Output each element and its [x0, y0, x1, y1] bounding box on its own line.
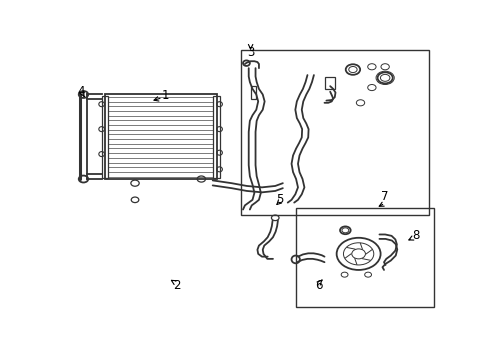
Bar: [250, 86, 256, 99]
Text: 3: 3: [246, 46, 254, 59]
Bar: [241, 50, 428, 215]
Bar: [296, 208, 433, 306]
Text: 6: 6: [314, 279, 322, 292]
Text: 1: 1: [161, 89, 169, 102]
Text: 2: 2: [173, 279, 180, 292]
Bar: [102, 96, 107, 177]
Bar: [213, 96, 219, 177]
Text: 4: 4: [77, 85, 84, 98]
Text: 8: 8: [411, 229, 418, 242]
Bar: [104, 94, 216, 179]
Text: 5: 5: [276, 193, 283, 206]
Text: 7: 7: [381, 190, 388, 203]
Bar: [324, 77, 334, 89]
